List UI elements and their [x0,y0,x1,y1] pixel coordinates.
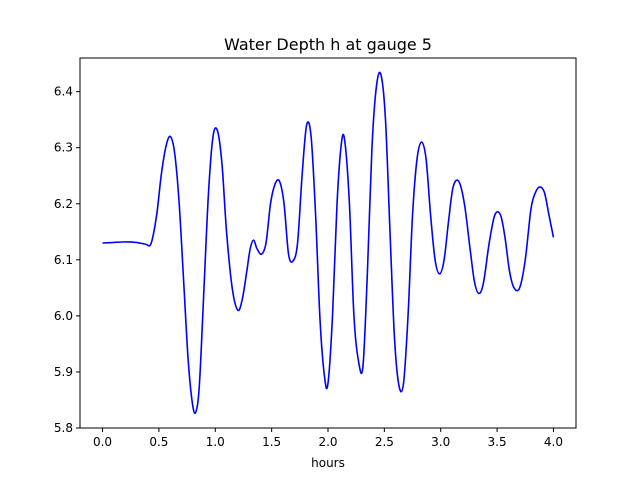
y-tick-label: 6.4 [54,85,73,99]
chart-title: Water Depth h at gauge 5 [224,35,432,54]
y-tick-label: 6.1 [54,253,73,267]
x-tick-label: 1.0 [206,435,225,449]
x-tick-label: 2.5 [375,435,394,449]
x-tick-label: 4.0 [544,435,563,449]
x-axis-label: hours [311,456,345,470]
y-tick-label: 5.8 [54,421,73,435]
ticks-layer: 0.0 0.5 1.0 1.5 2.0 2.5 3.0 3.5 4.0 5.8 5.9 6.0 6.1 6… [54,85,563,449]
x-tick-label: 3.5 [488,435,507,449]
x-tick-label: 0.0 [93,435,112,449]
x-tick-label: 2.0 [318,435,337,449]
x-tick-label: 0.5 [149,435,168,449]
plot-frame [79,57,577,429]
x-tick-label: 3.0 [431,435,450,449]
y-tick-label: 6.3 [54,141,73,155]
y-tick-label: 6.0 [54,309,73,323]
series-layer [102,71,555,415]
y-tick-label: 5.9 [54,365,73,379]
series-line-0 [102,71,555,415]
y-tick-label: 6.2 [54,197,73,211]
x-tick-label: 1.5 [262,435,281,449]
